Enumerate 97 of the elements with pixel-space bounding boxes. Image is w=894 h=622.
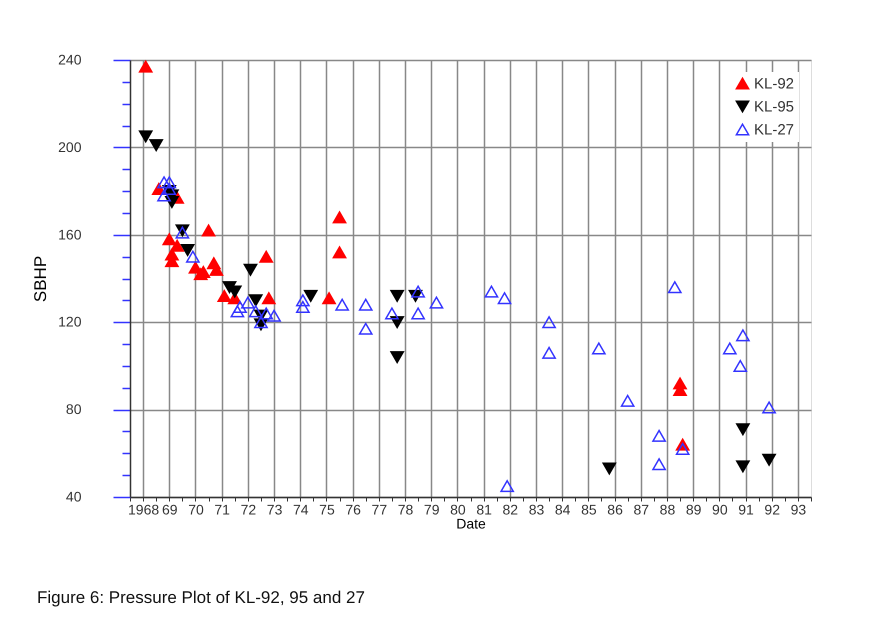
point bbox=[668, 281, 682, 294]
x-tick-label: 69 bbox=[162, 502, 178, 518]
legend-label: KL-95 bbox=[754, 98, 794, 116]
legend-label: KL-27 bbox=[754, 122, 794, 138]
x-tick-label: 93 bbox=[790, 502, 806, 518]
point bbox=[332, 246, 346, 258]
point bbox=[233, 300, 247, 313]
x-tick-label: 89 bbox=[686, 502, 702, 518]
point bbox=[217, 290, 232, 302]
y-tick-label: 160 bbox=[58, 226, 82, 242]
point bbox=[652, 430, 666, 442]
point bbox=[484, 286, 498, 298]
x-tick-label: 75 bbox=[319, 502, 335, 518]
point bbox=[736, 329, 750, 342]
x-tick-label: 1968 bbox=[128, 502, 160, 518]
x-tick-label: 72 bbox=[240, 502, 256, 518]
point bbox=[157, 176, 171, 188]
point bbox=[262, 292, 276, 304]
x-axis-title: Date bbox=[456, 516, 486, 532]
y-tick-label: 120 bbox=[58, 314, 82, 330]
x-tick-label: 79 bbox=[424, 502, 440, 518]
point bbox=[149, 139, 164, 152]
point bbox=[202, 224, 216, 236]
point bbox=[542, 316, 556, 328]
x-tick-label: 84 bbox=[554, 502, 571, 518]
x-tick-label: 83 bbox=[528, 502, 544, 518]
point bbox=[296, 300, 310, 313]
x-tick-label: 92 bbox=[764, 502, 780, 518]
point bbox=[762, 454, 776, 466]
point bbox=[500, 480, 514, 492]
point bbox=[498, 292, 512, 304]
point bbox=[259, 307, 274, 320]
point bbox=[322, 292, 336, 304]
point bbox=[230, 305, 244, 318]
point bbox=[620, 394, 635, 407]
point bbox=[186, 250, 200, 263]
point bbox=[602, 462, 616, 475]
x-tick-label: 88 bbox=[660, 502, 676, 518]
x-tick-label: 73 bbox=[266, 502, 283, 518]
x-tick-label: 82 bbox=[502, 502, 518, 518]
point bbox=[180, 244, 194, 256]
x-tick-label: 81 bbox=[476, 502, 492, 518]
point bbox=[248, 294, 263, 306]
y-tick-label: 200 bbox=[58, 138, 82, 155]
point bbox=[296, 294, 310, 306]
point bbox=[592, 342, 606, 354]
point bbox=[157, 189, 171, 202]
y-tick-label: 240 bbox=[58, 52, 82, 68]
point bbox=[332, 211, 346, 224]
point bbox=[267, 310, 281, 322]
legend-label: KL-92 bbox=[754, 76, 794, 92]
point bbox=[411, 286, 425, 298]
x-tick-label: 78 bbox=[398, 502, 414, 518]
point bbox=[390, 351, 404, 364]
point bbox=[358, 298, 373, 311]
x-tick-label: 71 bbox=[214, 502, 230, 518]
point bbox=[138, 60, 153, 73]
point bbox=[244, 264, 258, 276]
x-tick-label: 91 bbox=[738, 502, 754, 518]
point bbox=[390, 290, 404, 302]
point bbox=[411, 307, 425, 320]
x-tick-label: 85 bbox=[581, 502, 597, 518]
point bbox=[248, 305, 263, 318]
point bbox=[240, 296, 255, 309]
x-tick-label: 70 bbox=[188, 502, 204, 518]
y-axis-title: SBHP bbox=[31, 256, 50, 302]
point bbox=[430, 296, 444, 309]
point bbox=[335, 298, 350, 311]
point bbox=[138, 130, 153, 143]
point bbox=[762, 401, 776, 414]
x-tick-label: 90 bbox=[712, 502, 728, 518]
point bbox=[358, 322, 373, 335]
point bbox=[304, 290, 318, 302]
x-tick-label: 87 bbox=[633, 502, 650, 518]
x-tick-label: 77 bbox=[372, 502, 388, 518]
point bbox=[733, 360, 748, 372]
point bbox=[652, 458, 666, 470]
x-tick-label: 86 bbox=[607, 502, 624, 518]
point bbox=[162, 182, 176, 195]
point bbox=[162, 233, 176, 246]
point bbox=[736, 460, 750, 472]
x-tick-label: 76 bbox=[345, 502, 362, 518]
point bbox=[170, 240, 184, 252]
caption: Figure 6: Pressure Plot of KL-92, 95 and 27 bbox=[37, 588, 365, 607]
point bbox=[736, 423, 750, 436]
point bbox=[259, 250, 274, 263]
point bbox=[162, 176, 176, 188]
point bbox=[176, 226, 190, 239]
point bbox=[542, 346, 556, 359]
x-tick-label: 74 bbox=[292, 502, 309, 518]
point bbox=[676, 442, 690, 455]
point bbox=[722, 342, 737, 354]
y-tick-label: 80 bbox=[66, 401, 82, 418]
y-tick-label: 40 bbox=[66, 488, 82, 504]
point bbox=[385, 307, 399, 320]
point bbox=[194, 268, 208, 280]
x-tick-label: 80 bbox=[450, 502, 466, 518]
